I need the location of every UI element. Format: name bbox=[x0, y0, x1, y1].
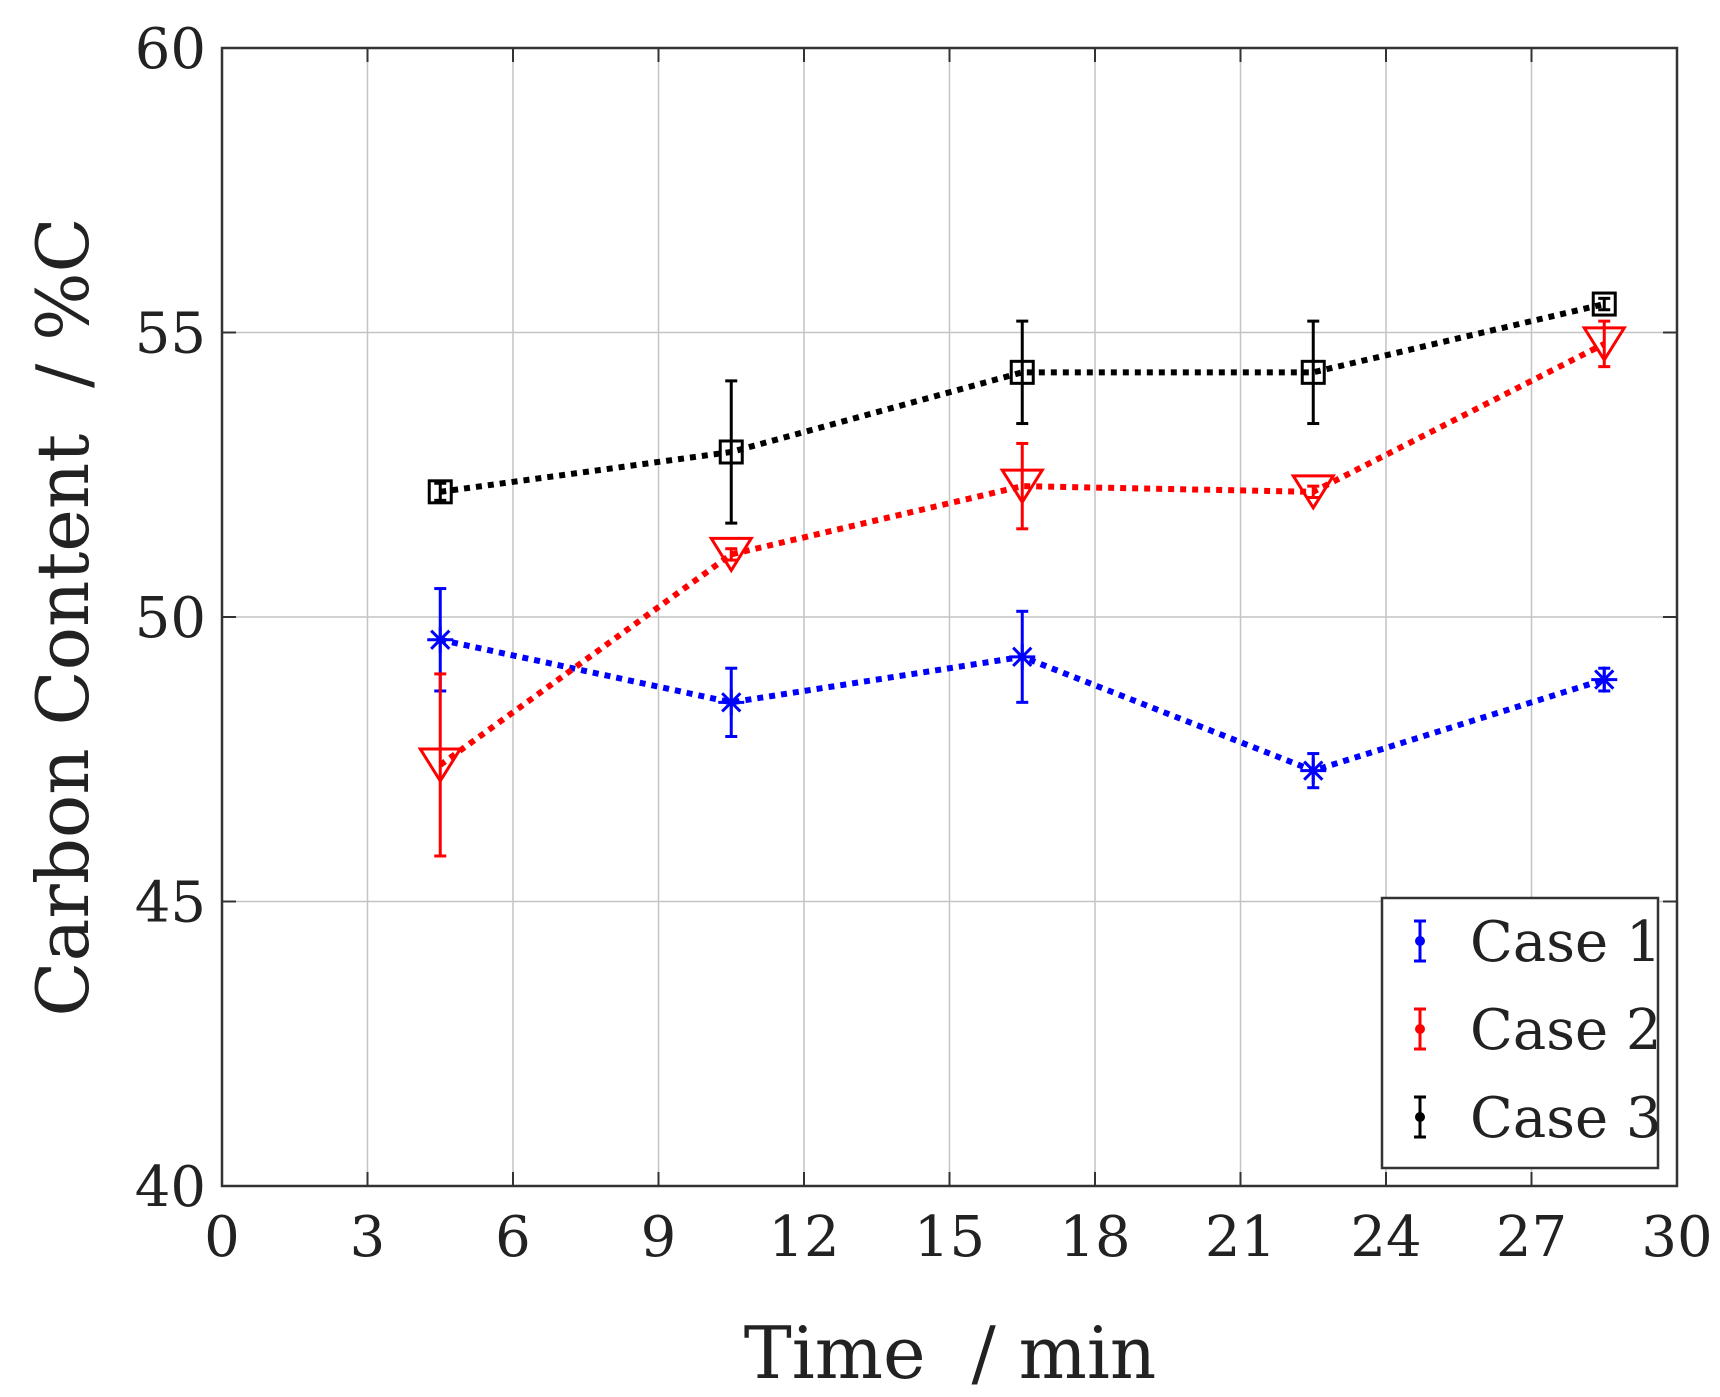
marker-shape bbox=[718, 439, 744, 465]
legend-box bbox=[1380, 896, 1660, 1170]
marker-stroke bbox=[1303, 760, 1324, 781]
marker-shape bbox=[1290, 474, 1336, 511]
data-point bbox=[718, 439, 744, 465]
series-2 bbox=[417, 319, 1627, 858]
x-tick-label: 9 bbox=[641, 1205, 677, 1270]
series-line bbox=[439, 301, 1605, 495]
series-1 bbox=[427, 587, 1618, 790]
x-tick-label: 24 bbox=[1350, 1205, 1421, 1270]
legend-entry-3: Case 3 bbox=[1414, 1086, 1662, 1151]
x-tick-label: 21 bbox=[1205, 1205, 1276, 1270]
y-tick-label: 55 bbox=[135, 302, 206, 367]
marker-shape bbox=[1300, 359, 1326, 385]
legend-label: Case 3 bbox=[1470, 1086, 1662, 1151]
y-axis-label: Carbon Content / %C bbox=[21, 217, 105, 1016]
marker-shape bbox=[427, 479, 453, 505]
series-line bbox=[438, 341, 1606, 768]
series-layer bbox=[417, 291, 1627, 858]
marker-stroke bbox=[1012, 646, 1033, 667]
x-axis-label: Time / min bbox=[744, 1311, 1157, 1395]
legend-entry-1: Case 1 bbox=[1414, 910, 1662, 975]
data-point bbox=[417, 747, 463, 784]
data-point bbox=[999, 468, 1045, 505]
y-tick-label: 60 bbox=[135, 17, 206, 82]
data-point bbox=[1591, 291, 1617, 317]
data-point bbox=[427, 626, 454, 653]
x-tick-label: 0 bbox=[204, 1205, 240, 1270]
data-point bbox=[1300, 757, 1327, 784]
legend: Case 1 Case 2 Case 3 bbox=[1380, 896, 1662, 1170]
legend-label: Case 2 bbox=[1470, 998, 1662, 1063]
marker-shape bbox=[1581, 326, 1627, 363]
x-tick-label: 6 bbox=[495, 1205, 531, 1270]
marker-shape bbox=[1009, 359, 1035, 385]
data-point bbox=[1009, 359, 1035, 385]
x-tick-label: 3 bbox=[350, 1205, 386, 1270]
marker-shape bbox=[417, 747, 463, 784]
data-point bbox=[427, 479, 453, 505]
marker-shape bbox=[1591, 291, 1617, 317]
legend-marker bbox=[1415, 936, 1425, 946]
x-tick-label: 15 bbox=[914, 1205, 985, 1270]
legend-label: Case 1 bbox=[1470, 910, 1662, 975]
marker-stroke bbox=[1594, 669, 1615, 690]
data-point bbox=[1290, 474, 1336, 511]
legend-marker bbox=[1415, 1024, 1425, 1034]
x-tick-label: 27 bbox=[1496, 1205, 1567, 1270]
ticks: 0 3 6 9 12 15 18 21 24 27 30 40 45 50 55 60 bbox=[135, 17, 1713, 1270]
y-tick-label: 50 bbox=[135, 586, 206, 651]
series-3 bbox=[427, 291, 1617, 525]
x-tick-label: 18 bbox=[1059, 1205, 1130, 1270]
data-point bbox=[1581, 326, 1627, 363]
x-tick-label: 30 bbox=[1641, 1205, 1712, 1270]
marker-shape bbox=[999, 468, 1045, 505]
data-point bbox=[1300, 359, 1326, 385]
y-tick-label: 40 bbox=[135, 1155, 206, 1220]
marker-stroke bbox=[430, 629, 451, 650]
marker-shape bbox=[708, 536, 754, 574]
data-point bbox=[718, 689, 745, 716]
data-point bbox=[1591, 666, 1618, 693]
legend-marker bbox=[1415, 1112, 1425, 1122]
data-point bbox=[708, 536, 754, 574]
data-point bbox=[1009, 643, 1036, 670]
y-tick-label: 45 bbox=[135, 871, 206, 936]
marker-stroke bbox=[721, 692, 742, 713]
x-tick-label: 12 bbox=[768, 1205, 839, 1270]
legend-entry-2: Case 2 bbox=[1414, 998, 1662, 1063]
